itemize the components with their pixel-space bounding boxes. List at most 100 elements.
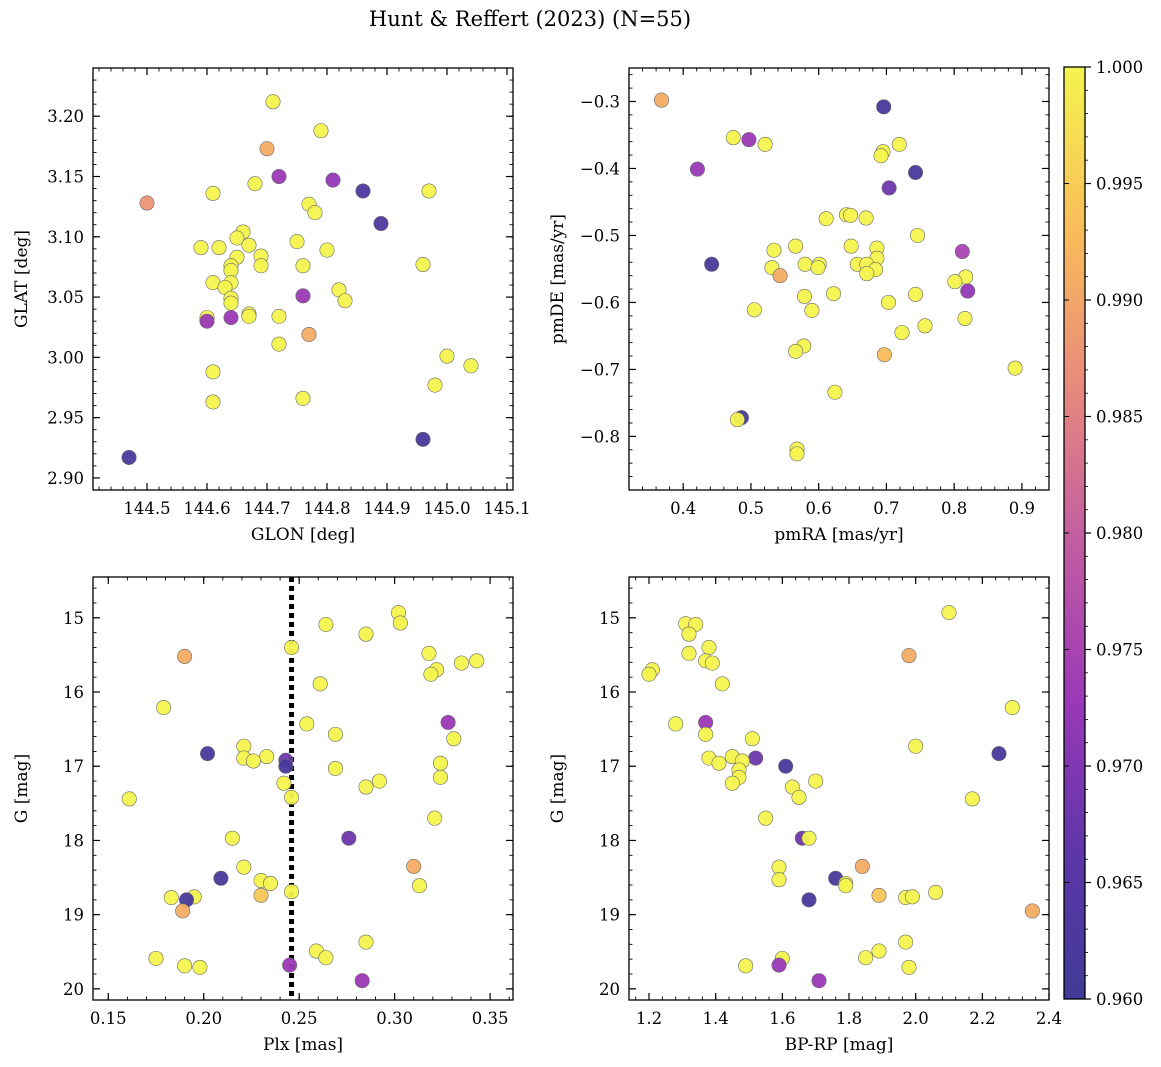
x-tick-label: 0.15 — [90, 1009, 127, 1028]
data-point — [325, 172, 341, 188]
data-point — [236, 859, 252, 875]
data-point — [891, 136, 907, 152]
y-tick-label: 3.00 — [47, 348, 84, 367]
data-point — [121, 791, 137, 807]
data-point — [192, 959, 208, 975]
y-tick-label: 20 — [63, 980, 84, 999]
data-point — [439, 348, 455, 364]
data-point — [766, 242, 782, 258]
figure-title: Hunt & Reffert (2023) (N=55) — [369, 7, 691, 31]
data-point — [200, 746, 216, 762]
panel-sky: 144.5 144.6 144.7 144.8 144.9 145.0 145.1 2.90 2… — [12, 67, 531, 545]
data-point — [796, 288, 812, 304]
x-tick-label: 0.20 — [185, 1009, 222, 1028]
x-axis-label: BP-RP [mag] — [785, 1035, 894, 1055]
x-tick-label: 0.6 — [806, 499, 832, 518]
data-point — [880, 294, 896, 310]
panel-plx: 0.15 0.20 0.25 0.30 0.35 15 16 17 18 19 20 Plx [mas… — [12, 576, 514, 1055]
x-tick-label: 2.0 — [903, 1009, 929, 1028]
data-point — [1007, 360, 1023, 376]
x-tick-label: 144.7 — [243, 499, 290, 518]
data-point — [263, 875, 279, 891]
data-point — [278, 758, 294, 774]
data-point — [319, 242, 335, 258]
data-point — [121, 449, 137, 465]
data-point — [163, 890, 179, 906]
ticks: 0.15 0.20 0.25 0.30 0.35 15 16 17 18 19 20 — [63, 577, 513, 1028]
data-point — [282, 957, 298, 973]
data-point — [854, 858, 870, 874]
y-tick-label: 3.20 — [47, 107, 84, 126]
data-point — [423, 666, 439, 682]
x-tick-label: 2.2 — [969, 1009, 995, 1028]
data-point — [312, 676, 328, 692]
data-point — [337, 293, 353, 309]
data-point — [469, 653, 485, 669]
data-point — [771, 872, 787, 888]
data-point — [415, 431, 431, 447]
x-tick-label: 145.1 — [483, 499, 530, 518]
colorbar-tick-label: 0.990 — [1096, 291, 1143, 310]
data-point — [259, 141, 275, 157]
data-point — [641, 666, 657, 682]
data-point — [843, 238, 859, 254]
data-point — [175, 903, 191, 919]
data-point — [247, 176, 263, 192]
x-axis-label: Plx [mas] — [263, 1035, 343, 1055]
data-point — [358, 626, 374, 642]
y-axis-label: GLAT [deg] — [12, 230, 32, 328]
x-tick-label: 144.5 — [123, 499, 170, 518]
data-point — [668, 716, 684, 732]
data-point — [894, 325, 910, 341]
y-tick-label: 17 — [599, 757, 620, 776]
data-point — [901, 959, 917, 975]
data-point — [271, 336, 287, 352]
data-point — [876, 99, 892, 115]
x-tick-label: 0.8 — [941, 499, 967, 518]
data-point — [704, 256, 720, 272]
data-point — [392, 615, 408, 631]
y-tick-label: −0.6 — [580, 293, 620, 312]
data-point — [271, 169, 287, 185]
data-point — [213, 870, 229, 886]
data-point — [960, 283, 976, 299]
data-point — [253, 258, 269, 274]
axes-frame — [628, 67, 1050, 491]
data-point — [788, 238, 804, 254]
data-point — [801, 830, 817, 846]
data-point — [341, 830, 357, 846]
data-point — [901, 648, 917, 664]
data-point — [741, 132, 757, 148]
y-tick-label: −0.4 — [580, 159, 620, 178]
data-point — [415, 257, 431, 273]
x-axis-label: GLON [deg] — [251, 525, 355, 545]
data-point — [284, 639, 300, 655]
x-tick-label: 1.8 — [836, 1009, 862, 1028]
y-tick-label: 19 — [63, 906, 84, 925]
data-point — [810, 260, 826, 276]
data-point — [276, 775, 292, 791]
data-point — [295, 258, 311, 274]
colorbar-tick-label: 1.000 — [1096, 58, 1143, 77]
data-point — [373, 216, 389, 232]
data-point — [327, 760, 343, 776]
data-point — [801, 892, 817, 908]
data-point — [947, 274, 963, 290]
data-point — [873, 148, 889, 164]
data-point — [421, 645, 437, 661]
y-tick-label: 3.05 — [47, 288, 84, 307]
data-point — [871, 943, 887, 959]
x-axis-label: pmRA [mas/yr] — [774, 525, 903, 545]
data-point — [427, 810, 443, 826]
data-point — [858, 210, 874, 226]
data-point — [744, 731, 760, 747]
data-point — [177, 648, 193, 664]
data-point — [714, 676, 730, 692]
data-point — [199, 313, 215, 329]
data-point — [843, 207, 859, 223]
colorbar-tick-label: 0.985 — [1096, 408, 1143, 427]
data-point — [910, 227, 926, 243]
data-point — [211, 240, 227, 256]
data-point — [704, 655, 720, 671]
